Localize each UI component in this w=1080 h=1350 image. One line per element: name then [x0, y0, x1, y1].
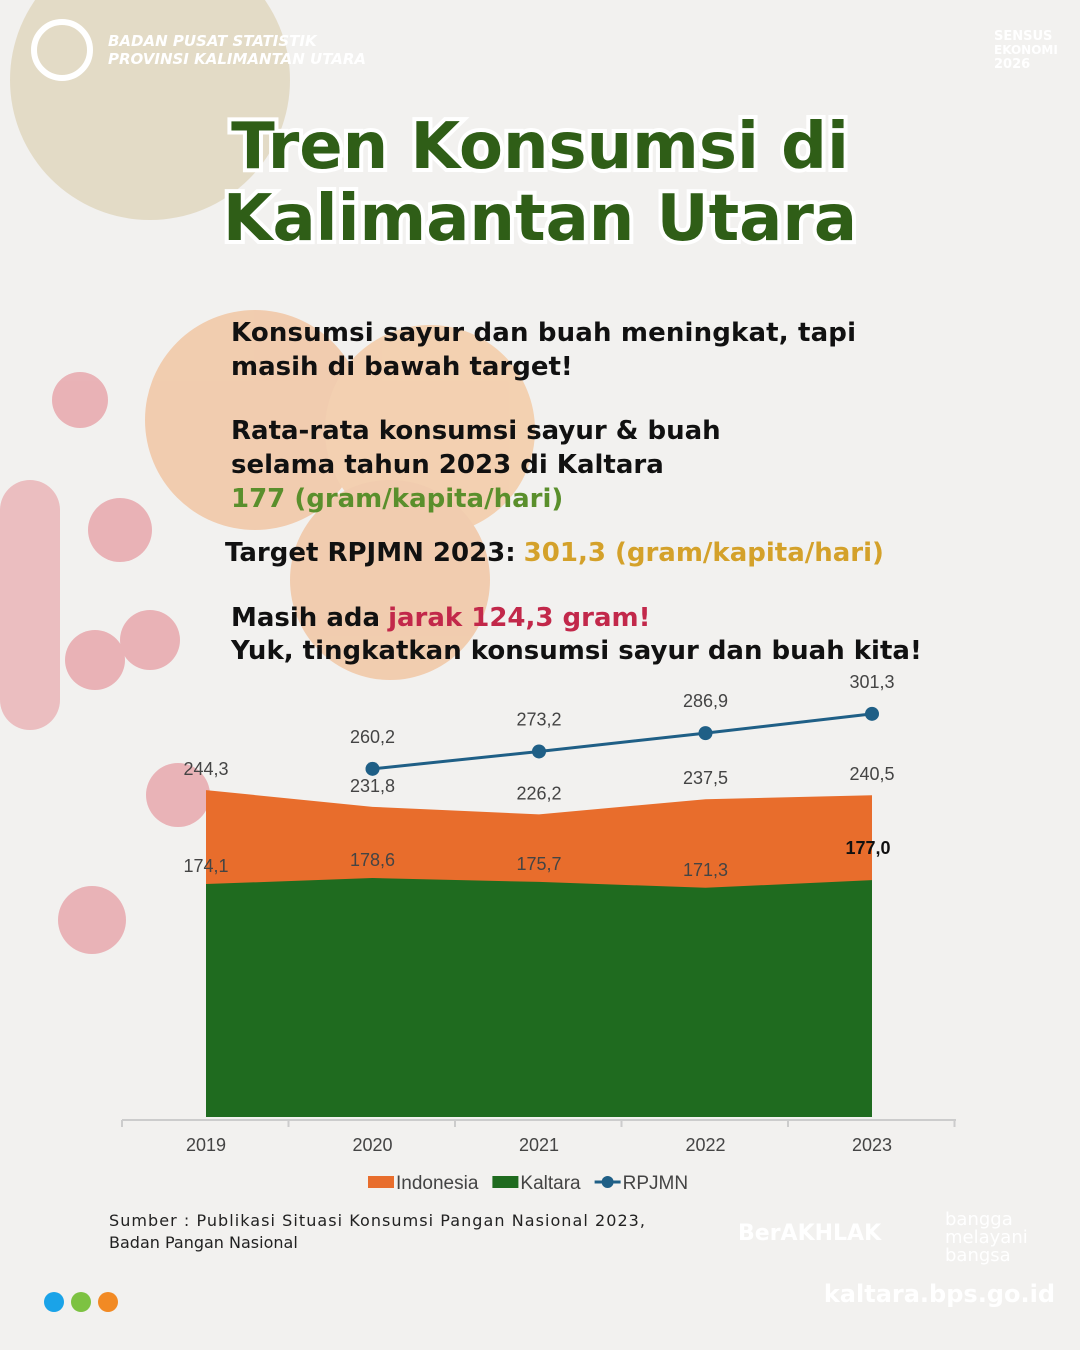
data-label: 174,1 — [183, 856, 228, 876]
legend-label: Kaltara — [520, 1173, 581, 1194]
point — [532, 744, 546, 759]
point — [698, 726, 713, 741]
census-label: SENSUS — [994, 29, 1052, 44]
data-label: 240,5 — [849, 764, 894, 784]
line — [372, 712, 873, 771]
dot — [71, 1292, 91, 1312]
x-tick-label: 2019 — [186, 1135, 226, 1155]
data-label: 231,8 — [350, 776, 395, 796]
text: selama tahun 2023 di Kaltara — [231, 450, 664, 480]
text: 301,3 (gram/kapita/hari) — [524, 538, 884, 568]
data-label: 273,2 — [516, 709, 561, 729]
text: Masih ada jarak 124,3 gram! — [231, 603, 650, 633]
text: Yuk, tingkatkan konsumsi sayur dan buah … — [230, 636, 922, 666]
data-label: 301,3 — [849, 672, 894, 692]
url: kaltara.bps.go.id — [824, 1280, 1055, 1308]
data-label: 286,9 — [683, 691, 728, 711]
dot — [98, 1292, 118, 1312]
fruit-decor — [0, 0, 535, 954]
point — [865, 706, 879, 721]
legend-swatch — [601, 1176, 614, 1188]
census-label: 2026 — [994, 57, 1030, 72]
census-label: EKONOMI — [994, 43, 1058, 57]
tagline: bangga — [945, 1209, 1013, 1230]
data-label: 226,2 — [516, 783, 561, 803]
legend-swatch — [368, 1176, 394, 1188]
chart: 2019 2020 2021 2022 2023 244,3 231,8 226,2 237,5… — [121, 672, 956, 1194]
dot — [44, 1292, 64, 1312]
org-name: BADAN PUSAT STATISTIK — [108, 32, 318, 50]
text: Target RPJMN 2023: 301,3 (gram/kapita/har… — [225, 538, 884, 568]
x-tick-label: 2022 — [685, 1135, 725, 1155]
legend-label: Indonesia — [396, 1173, 479, 1194]
text: Konsumsi sayur dan buah meningkat, tapi — [231, 318, 856, 348]
title: Kalimantan Utara — [223, 182, 857, 256]
data-label: 178,6 — [350, 850, 395, 870]
source: Sumber : Publikasi Situasi Konsumsi Pang… — [109, 1211, 645, 1230]
text: Masih ada — [231, 603, 380, 633]
legend-swatch — [492, 1176, 519, 1188]
x-tick-label: 2020 — [352, 1135, 392, 1155]
legend-label: RPJMN — [623, 1173, 688, 1194]
tagline: melayani — [945, 1227, 1028, 1248]
x-tick-label: 2023 — [852, 1135, 892, 1155]
text: Rata-rata konsumsi sayur & buah — [231, 416, 721, 446]
data-label: 260,2 — [350, 727, 395, 747]
data-label: 177,0 — [845, 838, 890, 858]
tagline: bangsa — [945, 1245, 1011, 1266]
bps-logo — [31, 19, 93, 81]
data-label: 244,3 — [183, 759, 228, 779]
text: jarak 124,3 gram! — [387, 603, 650, 633]
data-label: 175,7 — [516, 854, 561, 874]
x-tick-label: 2021 — [519, 1135, 559, 1155]
title: Tren Konsumsi di — [231, 110, 849, 184]
text: masih di bawah target! — [231, 352, 573, 382]
point — [365, 761, 380, 776]
area — [206, 878, 872, 1117]
org-name: PROVINSI KALIMANTAN UTARA — [108, 50, 366, 68]
data-label: 171,3 — [683, 860, 728, 880]
text: Target RPJMN 2023: — [225, 538, 516, 568]
data-label: 237,5 — [683, 768, 728, 788]
berakhlak: BerAKHLAK — [738, 1221, 882, 1246]
text: 177 (gram/kapita/hari) — [231, 484, 563, 514]
source: Badan Pangan Nasional — [109, 1233, 298, 1252]
